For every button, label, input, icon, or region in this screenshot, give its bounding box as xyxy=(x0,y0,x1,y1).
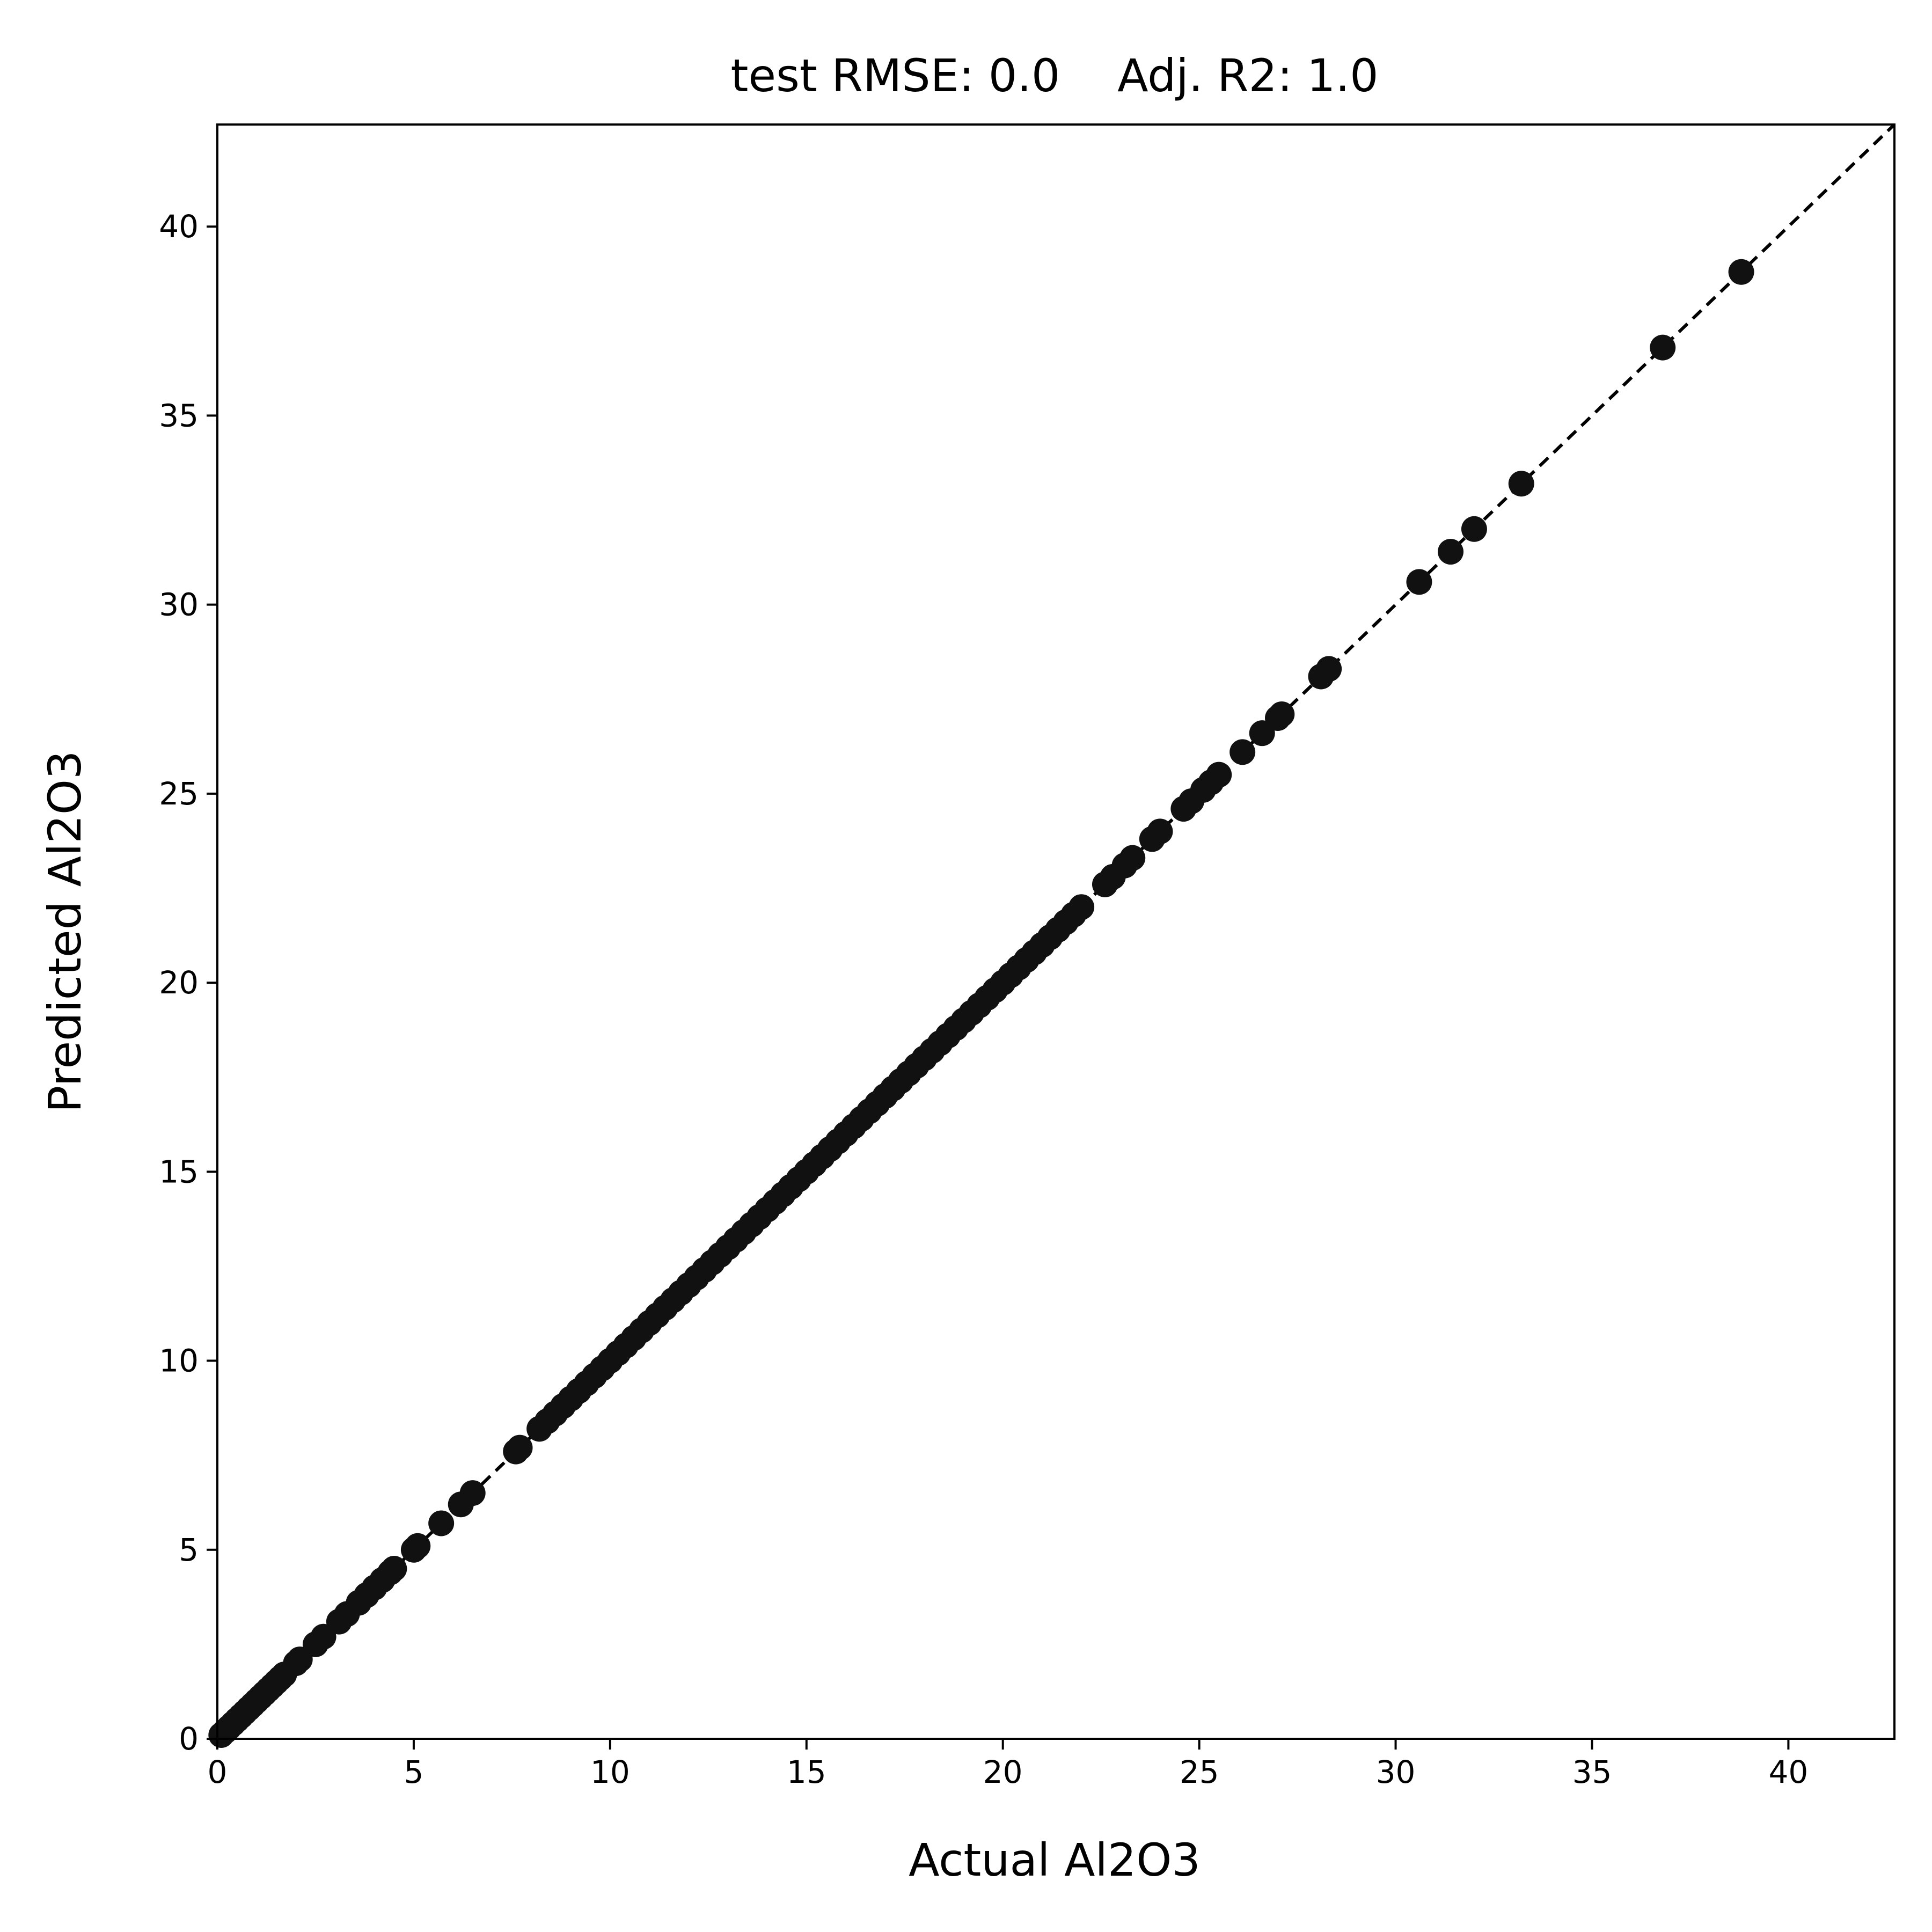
x-axis: 0 5 10 15 20 25 30 35 40 xyxy=(208,1739,1808,1790)
data-point xyxy=(459,1480,486,1506)
x-tick-label: 10 xyxy=(590,1754,630,1790)
y-tick-label: 35 xyxy=(159,397,199,434)
chart-title: test RMSE: 0.0 Adj. R2: 1.0 xyxy=(730,49,1378,102)
data-point xyxy=(1230,739,1256,765)
x-tick-label: 15 xyxy=(787,1754,826,1790)
x-tick-label: 30 xyxy=(1376,1754,1416,1790)
data-point xyxy=(1069,894,1095,920)
x-tick-label: 25 xyxy=(1180,1754,1219,1790)
y-axis-label: Predicted Al2O3 xyxy=(39,751,91,1113)
data-point xyxy=(381,1555,407,1582)
data-point xyxy=(1508,471,1534,497)
data-point xyxy=(428,1510,455,1536)
data-point xyxy=(1206,762,1232,788)
y-tick-label: 30 xyxy=(159,587,199,623)
x-tick-label: 5 xyxy=(404,1754,423,1790)
data-point xyxy=(1406,569,1432,595)
y-tick-label: 20 xyxy=(159,964,199,1001)
y-tick-label: 25 xyxy=(159,775,199,812)
x-axis-label: Actual Al2O3 xyxy=(909,1834,1201,1886)
y-tick-label: 5 xyxy=(179,1532,199,1568)
data-point xyxy=(1728,259,1754,285)
data-point xyxy=(1119,845,1146,871)
x-tick-label: 0 xyxy=(208,1754,228,1790)
x-tick-label: 40 xyxy=(1768,1754,1808,1790)
data-point xyxy=(405,1533,431,1559)
y-tick-label: 40 xyxy=(159,208,199,245)
y-tick-label: 0 xyxy=(179,1721,199,1757)
data-point xyxy=(507,1435,533,1461)
x-tick-label: 35 xyxy=(1572,1754,1612,1790)
data-point xyxy=(1147,818,1173,845)
data-point xyxy=(1269,701,1295,727)
plot-frame xyxy=(216,123,1896,1740)
data-point xyxy=(1438,539,1464,565)
plot-area xyxy=(208,123,1896,1748)
data-point xyxy=(1650,334,1676,361)
y-tick-label: 15 xyxy=(159,1153,199,1190)
data-point xyxy=(1461,516,1487,542)
y-axis: 0 5 10 15 20 25 30 35 40 xyxy=(159,208,217,1757)
x-tick-label: 20 xyxy=(983,1754,1023,1790)
data-point xyxy=(1316,656,1342,682)
y-tick-label: 10 xyxy=(159,1343,199,1379)
